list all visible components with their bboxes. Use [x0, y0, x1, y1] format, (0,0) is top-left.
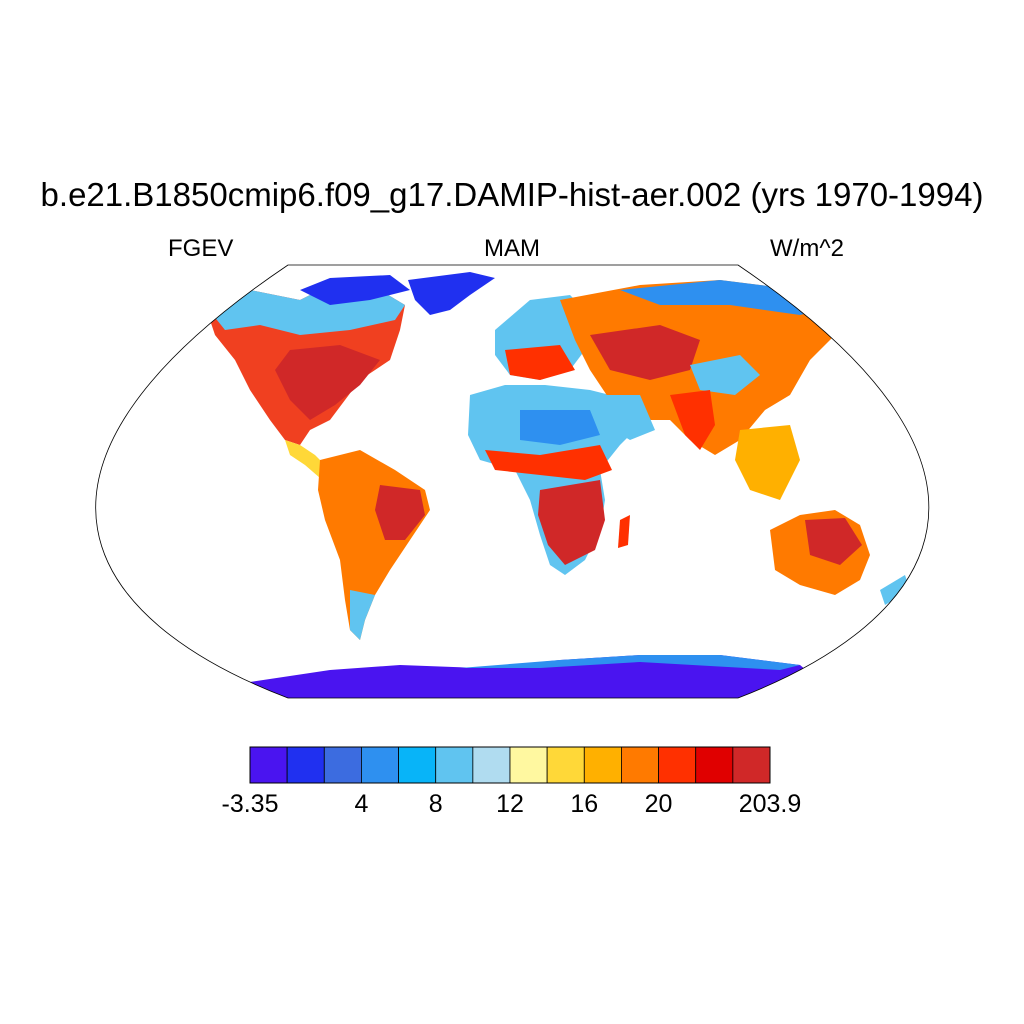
land-south-america-east [375, 485, 425, 540]
colorbar-box [732, 746, 771, 784]
land-antarctica [210, 655, 830, 698]
land-africa-sahara [520, 410, 600, 445]
land-madagascar [618, 515, 630, 548]
land-europe-south [505, 345, 575, 380]
colorbar-frame [249, 746, 771, 784]
land-se-asia [735, 425, 800, 500]
land-arctic-islands [300, 275, 410, 305]
colorbar-box [621, 746, 659, 784]
colorbar-tick-label: 8 [428, 790, 443, 818]
colorbar-box [361, 746, 399, 784]
land-australia-center [805, 518, 862, 565]
land-south-america-south [350, 590, 375, 640]
land-india [670, 390, 715, 450]
colorbar-box [658, 746, 697, 784]
variable-label: FGEV [168, 235, 234, 262]
map-title: b.e21.B1850cmip6.f09_g17.DAMIP-hist-aer.… [40, 176, 984, 213]
land-greenland [408, 272, 495, 315]
colorbar-box [286, 746, 325, 784]
colorbar-box [398, 746, 437, 784]
colorbar-box [695, 746, 734, 784]
land-africa-south [538, 480, 605, 565]
colorbar-tick-label: 12 [496, 790, 524, 818]
colorbar-box [509, 746, 548, 784]
land-north-america-east [275, 345, 380, 420]
land-tibet [690, 355, 760, 395]
colorbar-boxes [249, 746, 771, 784]
colorbar-box [249, 746, 288, 784]
land-arabia [590, 395, 655, 440]
season-label: MAM [484, 235, 540, 262]
colorbar-box [435, 746, 474, 784]
colorbar-tick-label: 4 [354, 790, 369, 818]
colorbar-box [472, 746, 511, 784]
map-boundary [95, 264, 930, 699]
land-central-asia [590, 325, 700, 380]
land-new-zealand [880, 575, 910, 605]
land-antarctica-edge [460, 655, 800, 670]
colorbar-tick-label: 16 [570, 790, 599, 818]
colorbar-box [323, 746, 362, 784]
land-africa-sahel [485, 445, 612, 480]
colorbar-tick-label: 203.9 [738, 790, 802, 818]
units-label: W/m^2 [770, 235, 844, 262]
colorbar-tick-label: 20 [644, 790, 673, 818]
land-field [205, 272, 910, 698]
land-central-america [285, 440, 330, 478]
colorbar-box [583, 746, 622, 784]
colorbar-tick-label: -3.35 [221, 790, 279, 818]
colorbar-box [546, 746, 585, 784]
